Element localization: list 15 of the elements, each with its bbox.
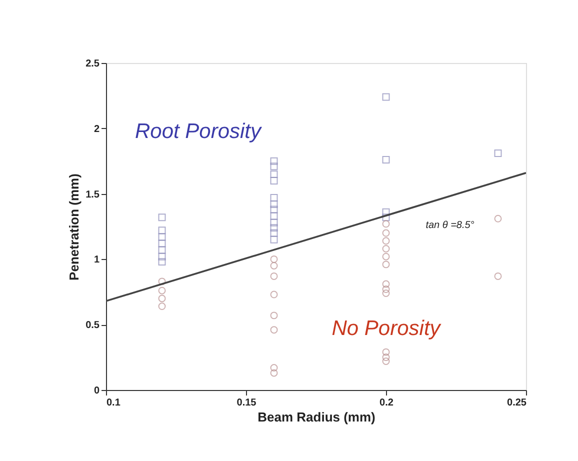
x-axis-title: Beam Radius (mm) [258,410,376,424]
y-tick-label: 0 [94,386,100,396]
annotation: Root Porosity [134,120,263,143]
annotation: No Porosity [332,317,442,340]
y-tick-label: 2.5 [86,58,100,70]
x-tick-label: 0.2 [380,398,394,408]
x-tick-label: 0.1 [106,398,121,408]
y-axis-title: Penetration (mm) [66,174,82,280]
annotation: tan θ =8.5° [426,220,474,232]
y-tick-label: 1.5 [86,189,100,200]
x-tick-label: 0.15 [236,398,257,408]
y-tick-label: 0.5 [86,320,100,332]
y-tick-label: 2 [94,124,100,135]
y-tick-label: 1 [94,254,100,266]
x-tick-label: 0.25 [507,398,527,408]
